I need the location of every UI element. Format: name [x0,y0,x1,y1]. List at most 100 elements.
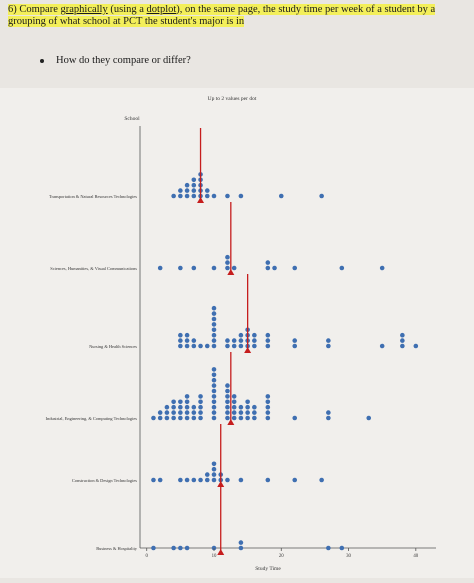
data-dot [184,394,190,399]
data-dot [191,343,197,349]
data-dot [231,338,237,343]
data-dot [252,343,257,349]
data-dot [319,477,324,483]
data-dot [225,383,230,388]
data-dot [265,394,271,399]
data-dot [225,477,230,483]
data-dot [191,404,197,410]
data-dot [265,399,271,405]
data-dot [245,415,250,421]
question-part-3: ), on the same page, the study time per … [8,4,436,27]
data-dot [238,545,244,551]
data-dot [231,394,237,399]
question-part-1: Compare [19,4,61,15]
data-dot [252,404,257,410]
data-dot [191,410,197,415]
data-dot [225,404,230,410]
data-dot [238,332,244,338]
data-dot [413,343,419,349]
data-dot [204,193,210,199]
data-dot [211,461,217,467]
data-dot [184,477,190,483]
median-marker [197,197,205,203]
data-dot [238,343,244,349]
data-dot [292,415,298,421]
data-dot [400,338,405,343]
data-dot [211,367,217,372]
graphically-word: graphically [60,4,108,15]
y-axis-title: School [124,116,140,122]
data-dot [231,265,237,271]
data-dot [211,415,217,421]
dotplot-chart: Up to 2 values per dot School Study Time… [0,88,474,578]
x-tick-label: 10 [212,554,217,559]
data-dot [184,410,190,415]
data-dot [339,545,345,551]
data-dot [211,305,217,311]
data-dot [184,399,190,405]
data-dot [379,265,385,271]
data-dot [211,383,217,388]
axes-group [139,126,436,549]
data-dot [265,477,271,483]
data-dot [326,545,331,551]
data-dot [326,415,331,421]
data-dot [400,332,405,338]
data-dot [191,193,197,199]
medians-group [197,128,252,555]
data-dot [245,410,250,415]
question-part-2: (using a [107,4,147,15]
bullet-icon [40,58,44,63]
data-dot [191,182,197,188]
question-text: 6) Compare graphically (using a dotplot)… [8,4,468,28]
data-dot [272,265,277,271]
data-dot [211,372,217,378]
data-dot [184,193,190,199]
dots-group [151,172,419,551]
question-number: 6) [8,4,17,15]
category-label: Transportation & Natural Resources Techn… [49,194,137,199]
data-dot [211,477,217,483]
x-tick-label: 20 [279,554,284,559]
data-dot [211,343,217,349]
data-dot [204,343,210,349]
median-marker [217,481,225,487]
data-dot [211,265,217,271]
data-dot [211,399,217,405]
data-dot [238,415,244,421]
data-dot [252,410,257,415]
chart-subtitle: Up to 2 values per dot [208,96,257,102]
data-dot [238,404,244,410]
data-dot [238,410,244,415]
category-label: Industrial, Engineering, & Computing Tec… [46,416,138,422]
data-dot [326,410,331,415]
data-dot [326,343,331,349]
data-dot [171,193,176,199]
data-dot [178,477,183,483]
data-dot [178,332,183,338]
data-dot [326,338,331,343]
data-dot [211,332,217,338]
median-marker [227,419,235,425]
median-marker [244,347,252,353]
data-dot [252,338,257,343]
category-labels: Transportation & Natural Resources Techn… [46,194,138,551]
data-dot [225,399,230,405]
data-dot [292,265,298,271]
data-dot [265,343,271,349]
x-tick-label: 40 [413,554,418,559]
data-dot [231,343,237,349]
data-dot [211,316,217,322]
data-dot [184,332,190,338]
data-dot [184,404,190,410]
data-dot [400,343,405,349]
data-dot [231,404,237,410]
data-dot [191,338,197,343]
question-highlight: 6) Compare graphically (using a dotplot)… [8,4,436,27]
data-dot [198,343,203,349]
data-dot [151,477,156,483]
data-dot [171,410,176,415]
data-dot [151,415,156,421]
data-dot [225,265,230,271]
data-dot [157,265,163,271]
